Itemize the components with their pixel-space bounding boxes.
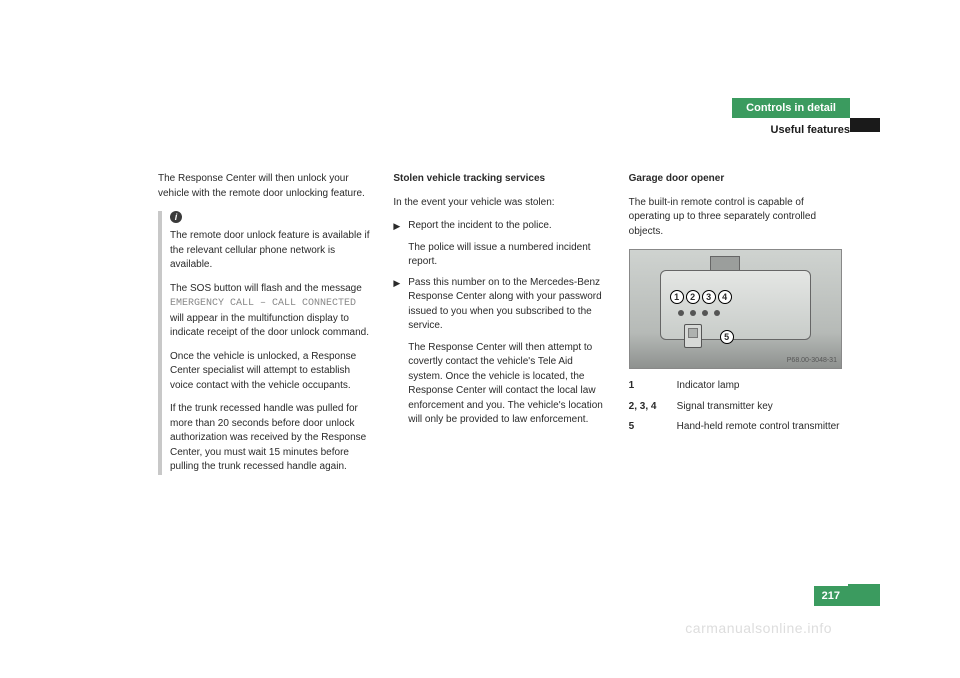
legend-key: 1 — [629, 379, 667, 394]
callout-3: 3 — [702, 290, 716, 304]
note-p1: The remote door unlock feature is availa… — [170, 229, 371, 273]
bullet-1-sub: The police will issue a numbered inciden… — [408, 241, 606, 270]
col3-heading: Garage door opener — [629, 172, 842, 187]
figure-id: P68.00-3048-31 — [787, 356, 837, 366]
handheld-remote — [684, 324, 702, 348]
column-1: The Response Center will then unlock you… — [158, 172, 371, 484]
callout-5: 5 — [720, 330, 734, 344]
note-p3: Once the vehicle is unlocked, a Response… — [170, 350, 371, 394]
page-edge-strip — [848, 584, 880, 606]
legend-key: 5 — [629, 420, 667, 435]
column-2: Stolen vehicle tracking services In the … — [393, 172, 606, 484]
bullet-1-body: Report the incident to the police. The p… — [408, 219, 606, 270]
bullet-2-body: Pass this number on to the Mercedes-Benz… — [408, 276, 606, 428]
callout-2: 2 — [686, 290, 700, 304]
content-columns: The Response Center will then unlock you… — [158, 172, 842, 484]
bullet-2-main: Pass this number on to the Mercedes-Benz… — [408, 276, 606, 334]
col2-heading: Stolen vehicle tracking services — [393, 172, 606, 187]
legend-val: Signal transmitter key — [677, 400, 842, 415]
section-subtitle: Useful features — [732, 124, 850, 136]
mirror-button — [702, 310, 708, 316]
note-p4: If the trunk recessed handle was pulled … — [170, 402, 371, 475]
rearview-mirror — [660, 270, 811, 340]
legend-row: 2, 3, 4 Signal transmitter key — [629, 400, 842, 415]
triangle-icon: ▶ — [393, 277, 400, 428]
note-p2: The SOS button will flash and the messag… — [170, 282, 371, 341]
mirror-figure: 1 2 3 4 5 P68.00-3048-31 — [629, 249, 842, 369]
mirror-button — [678, 310, 684, 316]
bullet-1-main: Report the incident to the police. — [408, 219, 606, 234]
note-p2b: will appear in the multifunction display… — [170, 313, 369, 339]
legend-val: Indicator lamp — [677, 379, 842, 394]
bullet-2-sub: The Response Center will then attempt to… — [408, 341, 606, 428]
callout-4: 4 — [718, 290, 732, 304]
triangle-icon: ▶ — [393, 220, 400, 270]
manual-page: Controls in detail Useful features The R… — [0, 0, 960, 678]
col2-intro: In the event your vehicle was stolen: — [393, 196, 606, 211]
column-3: Garage door opener The built-in remote c… — [629, 172, 842, 484]
mirror-button — [690, 310, 696, 316]
note-code: EMERGENCY CALL – CALL CONNECTED — [170, 298, 356, 309]
info-icon: i — [170, 211, 182, 223]
page-header: Controls in detail Useful features — [732, 98, 850, 136]
legend-key: 2, 3, 4 — [629, 400, 667, 415]
watermark-text: carmanualsonline.info — [685, 620, 832, 636]
note-p2a: The SOS button will flash and the messag… — [170, 283, 362, 294]
section-tab: Controls in detail — [732, 98, 850, 118]
bullet-1: ▶ Report the incident to the police. The… — [393, 219, 606, 270]
legend-row: 1 Indicator lamp — [629, 379, 842, 394]
page-number: 217 — [814, 586, 848, 606]
legend-row: 5 Hand-held remote control transmitter — [629, 420, 842, 435]
info-note: i The remote door unlock feature is avai… — [158, 211, 371, 475]
col3-intro: The built-in remote control is capable o… — [629, 196, 842, 240]
bullet-2: ▶ Pass this number on to the Mercedes-Be… — [393, 276, 606, 428]
col1-lead: The Response Center will then unlock you… — [158, 172, 371, 201]
mirror-button — [714, 310, 720, 316]
header-edge-strip — [850, 118, 880, 132]
legend-val: Hand-held remote control transmitter — [677, 420, 842, 435]
callout-1: 1 — [670, 290, 684, 304]
